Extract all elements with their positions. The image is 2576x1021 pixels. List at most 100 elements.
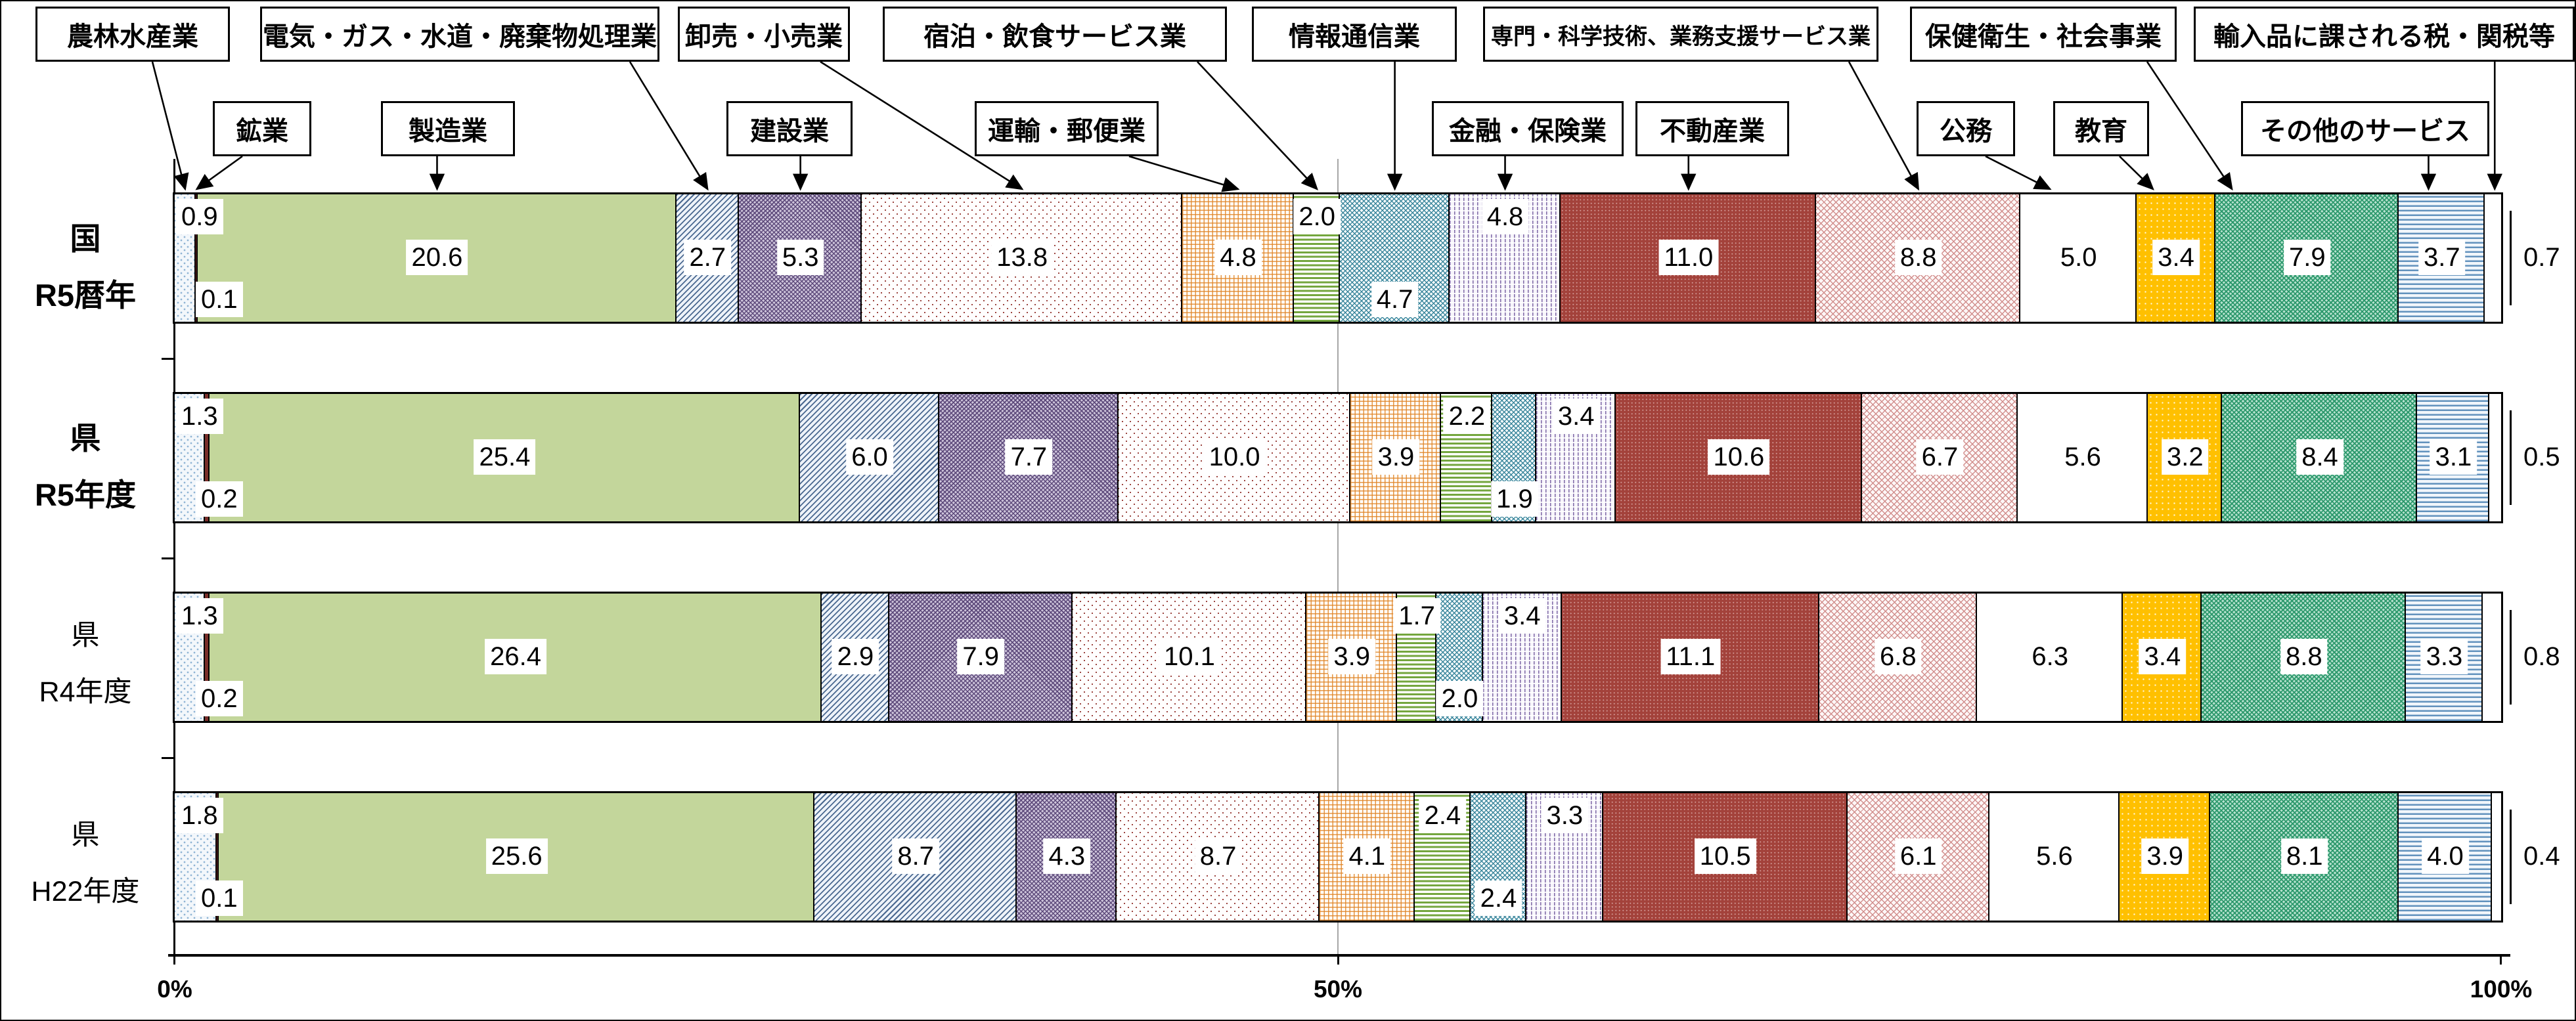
category-label-box: 公務 (1917, 101, 2015, 156)
value-label: 0.7 (2518, 240, 2565, 275)
bar-segment (2482, 594, 2501, 721)
value-label: 2.4 (1475, 880, 1522, 916)
value-label: 1.8 (176, 798, 223, 833)
annotation-arrow (2119, 156, 2154, 190)
bar-segment (2148, 394, 2223, 521)
category-label-box: 専門・科学技術、業務支援サービス業 (1483, 7, 1878, 62)
x-axis-label-50: 50% (1313, 976, 1363, 1003)
y-axis-line (173, 159, 175, 963)
y-axis-tick (162, 557, 175, 559)
row-label-0-line-0: 国 (70, 221, 101, 256)
value-label: 3.4 (1498, 598, 1546, 634)
value-label: 3.9 (1372, 439, 1420, 475)
category-label-box: 製造業 (381, 101, 515, 156)
value-label: 0.9 (176, 199, 223, 234)
value-label: 2.9 (832, 639, 879, 674)
bar-segment (2136, 194, 2216, 322)
value-label: 13.8 (991, 240, 1054, 275)
value-label: 8.4 (2296, 439, 2343, 475)
callout-bracket (2510, 610, 2512, 705)
x-axis-tick (173, 955, 175, 965)
bar-segment (204, 594, 210, 721)
bar-segment (204, 394, 210, 521)
value-label: 8.8 (1894, 240, 1942, 275)
value-label: 25.6 (485, 838, 548, 874)
bar-segment (2399, 194, 2485, 322)
category-label-box: 卸売・小売業 (678, 7, 850, 62)
value-label: 5.6 (2059, 439, 2106, 475)
row-label-0-line-1: R5暦年 (34, 278, 137, 313)
bar-segment (1306, 594, 1398, 721)
category-label-box: 金融・保険業 (1432, 101, 1624, 156)
value-label: 3.3 (1541, 798, 1589, 833)
category-label-box: 農林水産業 (35, 7, 230, 62)
row-label-1-line-1: R5年度 (34, 477, 137, 512)
x-axis-tick (2500, 955, 2502, 965)
value-label: 10.1 (1159, 639, 1220, 674)
annotation-arrow (1848, 61, 1919, 191)
value-label: 3.2 (2161, 439, 2209, 475)
value-label: 26.4 (485, 639, 547, 674)
callout-bracket (2510, 410, 2512, 505)
value-label: 3.4 (1552, 399, 1600, 434)
value-label: 8.7 (892, 838, 939, 874)
value-label: 4.8 (1481, 199, 1529, 234)
bar-segment (1819, 594, 1977, 721)
category-label-box: その他のサービス (2241, 101, 2489, 156)
annotation-arrow (151, 61, 189, 191)
value-label: 10.6 (1708, 439, 1770, 475)
annotation-arrow (1128, 155, 1240, 192)
value-label: 1.9 (1491, 481, 1538, 517)
value-label: 3.9 (1328, 639, 1375, 674)
value-label: 3.9 (2141, 838, 2188, 874)
value-label: 3.7 (2418, 240, 2466, 275)
value-label: 8.7 (1194, 838, 1242, 874)
value-label: 10.0 (1203, 439, 1266, 475)
bar-segment (1182, 194, 1294, 322)
value-label: 11.1 (1660, 639, 1721, 674)
value-label: 0.1 (196, 880, 243, 916)
value-label: 6.0 (846, 439, 893, 475)
value-label: 4.0 (2422, 838, 2469, 874)
value-label: 3.1 (2430, 439, 2477, 475)
value-label: 0.1 (196, 282, 243, 317)
category-label-box: 電気・ガス・水道・廃棄物処理業 (260, 7, 659, 62)
value-label: 0.4 (2518, 838, 2565, 874)
value-label: 0.5 (2518, 439, 2565, 475)
category-label-box: 輸入品に課される税・関税等 (2194, 7, 2575, 62)
category-label-box: 不動産業 (1635, 101, 1789, 156)
value-label: 5.6 (2031, 838, 2078, 874)
value-label: 20.6 (406, 240, 468, 275)
value-label: 11.0 (1658, 240, 1719, 275)
bar-segment (2491, 793, 2501, 921)
row-label-2-line-0: 県 (71, 620, 100, 651)
row-label-1-line-0: 県 (70, 421, 101, 456)
value-label: 8.8 (2280, 639, 2328, 674)
gridline-50-percent (1337, 159, 1339, 955)
value-label: 6.1 (1894, 838, 1942, 874)
row-label-3-line-1: H22年度 (31, 876, 140, 907)
value-label: 6.8 (1875, 639, 1922, 674)
value-label: 7.9 (957, 639, 1004, 674)
callout-bracket (2510, 810, 2512, 904)
value-label: 3.4 (2139, 639, 2187, 674)
value-label: 7.7 (1005, 439, 1053, 475)
category-label-box: 建設業 (726, 101, 853, 156)
category-label-box: 情報通信業 (1252, 7, 1457, 62)
x-axis-label-100: 100% (2470, 976, 2533, 1003)
row-label-3-line-0: 県 (71, 819, 100, 851)
value-label: 25.4 (474, 439, 536, 475)
category-label-box: 保健衛生・社会事業 (1910, 7, 2177, 62)
value-label: 4.8 (1214, 240, 1262, 275)
bar-row-3 (173, 791, 2503, 923)
value-label: 6.7 (1916, 439, 1964, 475)
value-label: 8.1 (2280, 838, 2328, 874)
value-label: 3.4 (2152, 240, 2200, 275)
value-label: 6.3 (2026, 639, 2074, 674)
value-label: 5.0 (2054, 240, 2102, 275)
row-label-2-line-1: R4年度 (39, 676, 132, 708)
callout-bracket (2510, 211, 2512, 305)
annotation-arrow (195, 155, 243, 190)
value-label: 1.3 (176, 399, 223, 434)
category-label-box: 宿泊・飲食サービス業 (883, 7, 1227, 62)
